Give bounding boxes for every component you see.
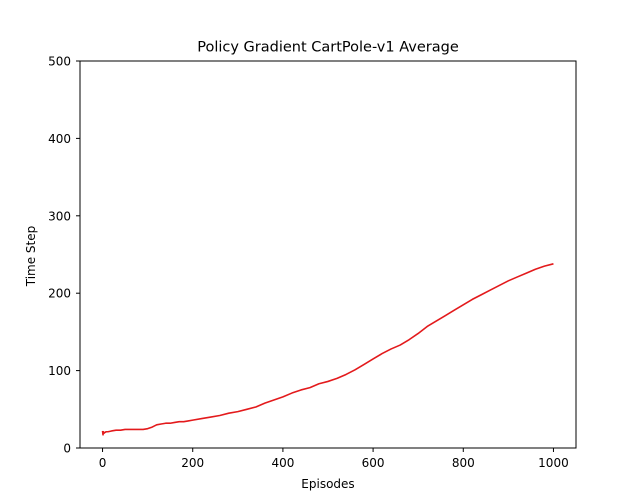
y-tick-label: 500 xyxy=(48,55,71,69)
x-tick-label: 600 xyxy=(362,456,385,470)
y-tick-label: 0 xyxy=(63,442,71,456)
y-tick-label: 300 xyxy=(48,209,71,223)
x-tick-label: 200 xyxy=(181,456,204,470)
x-tick-label: 400 xyxy=(271,456,294,470)
y-tick-label: 400 xyxy=(48,132,71,146)
y-axis-label: Time Step xyxy=(24,226,38,288)
x-axis-label: Episodes xyxy=(301,477,354,491)
y-axis: 0 100 200 300 400 500 xyxy=(48,55,80,456)
series-layer xyxy=(101,263,554,436)
x-tick-label: 1000 xyxy=(538,456,569,470)
y-tick-label: 200 xyxy=(48,287,71,301)
x-tick-label: 0 xyxy=(99,456,107,470)
chart-title: Policy Gradient CartPole-v1 Average xyxy=(197,40,459,56)
y-tick-label: 100 xyxy=(48,364,71,378)
plot-area xyxy=(79,60,577,449)
x-tick-label: 800 xyxy=(452,456,475,470)
axes-frame xyxy=(79,60,577,449)
series-line xyxy=(101,263,554,436)
x-axis: 0 200 400 600 800 1000 xyxy=(99,448,569,470)
